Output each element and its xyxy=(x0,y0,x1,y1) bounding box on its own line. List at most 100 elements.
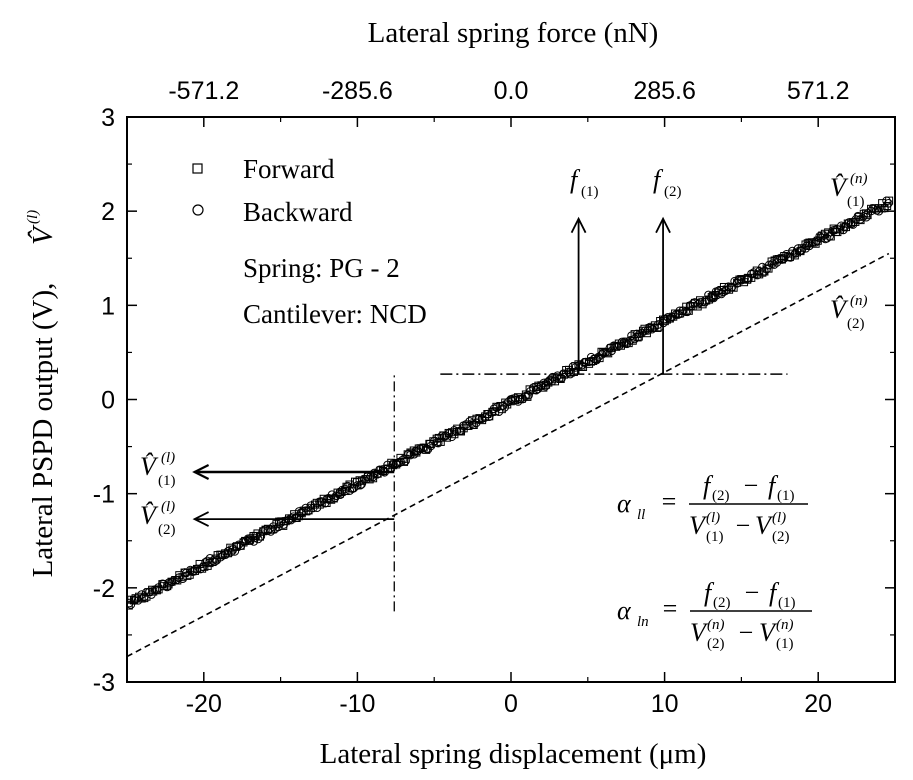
backward-point xyxy=(356,480,365,490)
backward-point xyxy=(524,391,533,400)
backward-point xyxy=(401,456,410,466)
x-tick-label: 20 xyxy=(804,690,832,718)
backward-point xyxy=(292,513,302,522)
backward-point xyxy=(226,547,236,557)
reference-dashed-line xyxy=(127,252,890,658)
backward-point xyxy=(152,585,161,595)
backward-point xyxy=(383,460,392,470)
forward-point xyxy=(232,542,241,551)
voltage-arrow-2-label: V̂ xyxy=(140,501,159,530)
backward-point xyxy=(822,233,832,243)
backward-point xyxy=(564,367,573,377)
x2-tick-label: -571.2 xyxy=(168,77,239,105)
backward-point xyxy=(553,371,562,381)
backward-point xyxy=(627,331,636,341)
force-arrow-1 xyxy=(570,216,587,375)
backward-point xyxy=(345,486,355,495)
backward-point xyxy=(630,334,639,344)
formula-1-lhs: α xyxy=(617,489,632,518)
backward-point xyxy=(256,532,266,541)
formula-2-lhs-sub: ln xyxy=(637,614,649,630)
formula-2-den-v1-sup: (n) xyxy=(707,617,725,633)
backward-point xyxy=(375,465,384,475)
force-arrow-2-label: f xyxy=(653,165,664,194)
legend-marker-forward xyxy=(192,163,203,174)
formula-1-num-minus: − xyxy=(742,471,760,500)
backward-point xyxy=(268,522,278,531)
backward-point xyxy=(698,297,707,307)
backward-point xyxy=(253,534,263,544)
formula-2-den-v1-sub: (2) xyxy=(707,636,725,652)
backward-point xyxy=(388,459,398,469)
backward-point xyxy=(433,438,443,448)
backward-point xyxy=(632,329,642,339)
backward-point xyxy=(322,494,332,504)
backward-point xyxy=(848,220,858,229)
formula-1-num-f1-sub: (1) xyxy=(777,488,795,504)
backward-point xyxy=(188,567,197,577)
voltage-arrow-2 xyxy=(192,511,395,527)
backward-point xyxy=(467,419,477,428)
backward-point xyxy=(620,337,629,347)
backward-point xyxy=(192,564,202,574)
formula-2-num-f2: f xyxy=(704,578,715,607)
forward-point xyxy=(833,228,842,237)
formula-2-num-f2-sub: (2) xyxy=(713,595,731,611)
backward-point xyxy=(734,276,743,285)
backward-point xyxy=(316,497,326,506)
force-arrow-2-sub: (2) xyxy=(664,184,682,200)
formula-2-den-minus: − xyxy=(737,618,755,647)
backward-point xyxy=(456,426,466,436)
note-spring: Spring: PG - 2 xyxy=(243,253,400,283)
force-arrow-1-sub: (1) xyxy=(581,184,599,200)
y-tick-label: 3 xyxy=(101,104,115,132)
formula-1-den-v1-sub: (1) xyxy=(706,529,724,545)
x2-tick-label: 285.6 xyxy=(633,77,696,105)
backward-point xyxy=(543,377,553,387)
voltage-arrow-1 xyxy=(192,464,395,480)
y-tick-label: -1 xyxy=(93,481,115,509)
legend-label-forward: Forward xyxy=(243,154,335,184)
backward-point xyxy=(768,259,778,268)
x2-axis-title: Lateral spring force (nN) xyxy=(368,17,659,49)
line-label-2-sub: (2) xyxy=(847,316,865,332)
backward-point xyxy=(236,541,246,550)
backward-point xyxy=(645,322,655,332)
formula-1-num-f1: f xyxy=(768,471,779,500)
backward-point xyxy=(500,402,510,412)
backward-point xyxy=(541,381,550,391)
backward-point xyxy=(250,533,260,543)
backward-point xyxy=(719,287,728,297)
y-axis-title: Lateral PSPD output (V), V̂ (l) xyxy=(25,210,59,578)
legend-label-backward: Backward xyxy=(243,197,353,227)
backward-point xyxy=(216,552,225,562)
formula-1-den-v2: V xyxy=(755,511,774,540)
backward-point xyxy=(762,264,771,274)
backward-point xyxy=(274,522,283,532)
backward-point xyxy=(172,575,182,585)
backward-point xyxy=(308,503,318,513)
backward-point xyxy=(190,566,199,575)
legend: Forward Backward xyxy=(192,154,353,227)
line-label-1-sup: (n) xyxy=(850,171,868,187)
backward-point xyxy=(521,391,530,401)
series-backward xyxy=(127,196,893,609)
legend-marker-backward xyxy=(192,204,204,216)
note-cantilever: Cantilever: NCD xyxy=(243,299,427,329)
y-tick-label: 0 xyxy=(101,387,115,415)
voltage-arrow-1-label: V̂ xyxy=(140,452,159,481)
formula-alpha-ln: α ln = f (2) − f (1) V (2) (n) − V (1) (… xyxy=(617,578,812,652)
x-tick-label: 10 xyxy=(651,690,679,718)
backward-point xyxy=(418,443,428,453)
backward-point xyxy=(198,562,208,572)
forward-point xyxy=(251,531,260,540)
backward-point xyxy=(343,481,352,491)
backward-point xyxy=(811,237,821,247)
x-tick-label: 0 xyxy=(504,690,518,718)
backward-point xyxy=(137,590,146,599)
backward-point xyxy=(303,506,313,516)
backward-point xyxy=(706,293,716,303)
backward-point xyxy=(266,527,276,536)
data-series xyxy=(127,196,894,610)
